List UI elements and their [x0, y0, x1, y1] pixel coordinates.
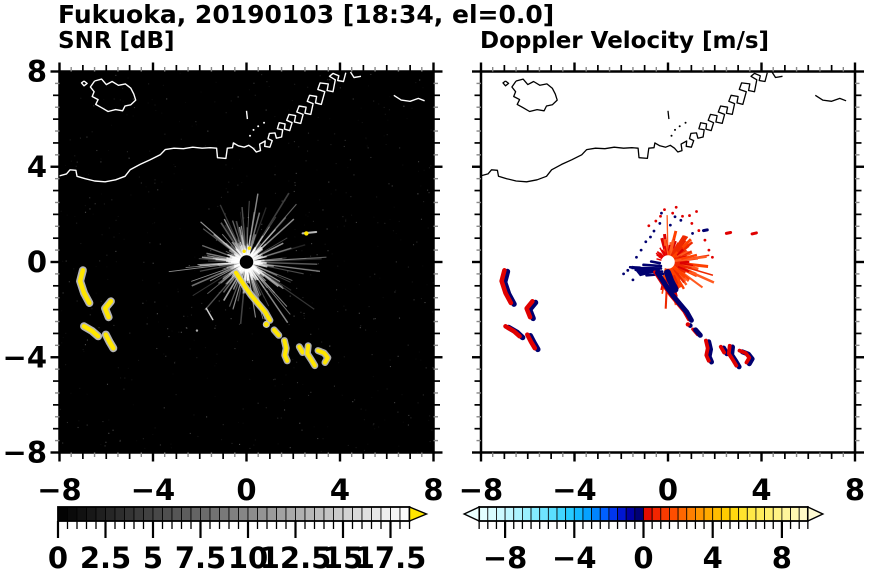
vel-plot-content — [481, 71, 847, 370]
snr-axis-ticks — [50, 62, 443, 462]
panel-vel: −8 −4 0 4 8 — [459, 62, 865, 507]
colorbar-velocity: −8 −4 0 4 8 — [462, 505, 825, 570]
snr-colorbar-label: 12.5 — [260, 541, 332, 570]
vel-starburst — [622, 205, 715, 309]
vel-x-tick-label: −8 — [459, 473, 503, 507]
velocity-colorbar-label: −8 — [483, 541, 527, 570]
vel-x-tick-label: 0 — [658, 473, 678, 507]
snr-x-tick-label: −8 — [37, 473, 81, 507]
velocity-colorbar-label: 8 — [772, 541, 792, 570]
figure-title: Fukuoka, 20190103 [18:34, el=0.0] — [58, 0, 555, 29]
panel-title-velocity: Doppler Velocity [m/s] — [480, 28, 770, 54]
y-tick-label: 0 — [27, 245, 47, 279]
snr-x-tick-label: 0 — [236, 473, 256, 507]
snr-x-tick-label: 4 — [330, 473, 350, 507]
snr-x-tick-label: 8 — [423, 473, 443, 507]
snr-starburst — [168, 192, 327, 325]
vel-x-tick-label: −4 — [552, 473, 596, 507]
snr-colorbar-label: 10 — [228, 541, 268, 570]
y-tick-label: −8 — [3, 436, 47, 470]
y-tick-label: 8 — [27, 55, 47, 89]
snr-plot-content — [59, 71, 434, 453]
snr-colorbar-label: 2.5 — [80, 541, 131, 570]
vel-echoes — [499, 228, 758, 370]
vel-axis-ticks — [472, 62, 864, 462]
snr-colorbar-label: 7.5 — [175, 541, 226, 570]
y-tick-label: −4 — [3, 340, 47, 374]
velocity-over-range-arrow — [807, 505, 825, 523]
velocity-colorbar-label: 0 — [633, 541, 653, 570]
velocity-under-range-arrow — [462, 505, 480, 523]
snr-colorbar-label: 0 — [48, 541, 68, 570]
velocity-colorbar-label: 4 — [703, 541, 723, 570]
snr-colorbar-label: 5 — [143, 541, 163, 570]
velocity-colorbar-label: −4 — [552, 541, 596, 570]
snr-over-range-arrow — [408, 505, 429, 523]
snr-x-tick-label: −4 — [131, 473, 175, 507]
panel-title-snr: SNR [dB] — [58, 28, 175, 54]
vel-x-tick-label: 4 — [751, 473, 771, 507]
vel-radar-site — [661, 255, 675, 269]
snr-radar-site — [239, 255, 254, 269]
y-tick-label: 4 — [27, 150, 47, 184]
vel-x-tick-label: 8 — [845, 473, 865, 507]
panel-snr: −8 −4 0 4 8 8 4 0 −4 −8 — [3, 55, 444, 508]
vel-coastline — [481, 71, 847, 183]
snr-coastline — [59, 71, 425, 183]
snr-colorbar-label: 17.5 — [355, 541, 427, 570]
snr-colorbar-label: 15 — [323, 541, 363, 570]
snr-echoes — [76, 231, 332, 370]
